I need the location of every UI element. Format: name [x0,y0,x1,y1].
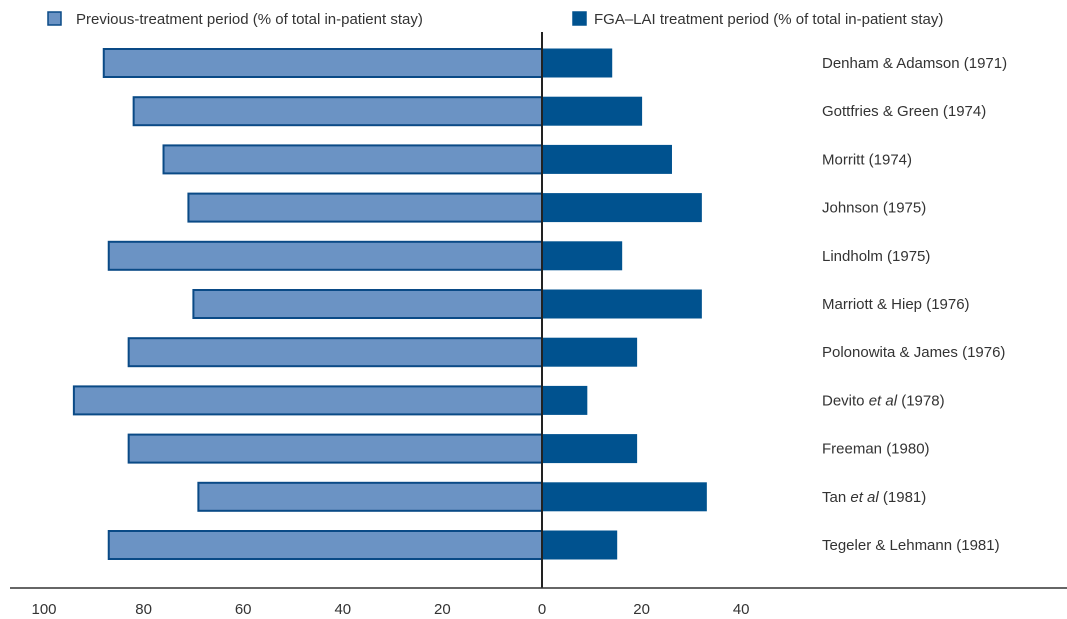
bar-fga-lai-6 [541,337,638,367]
bar-fga-lai-1 [541,96,643,126]
study-label-text: Tan [822,489,850,506]
study-label-9: Tan et al (1981) [822,489,926,506]
bar-fga-lai-4 [541,241,623,271]
study-label-0: Denham & Adamson (1971) [822,55,1007,72]
bar-previous-7 [72,385,543,416]
study-label-year: (1981) [879,489,927,506]
x-tick-left-0: 0 [538,601,546,618]
x-tick-right-40: 40 [733,601,750,618]
study-label-text: Tegeler & Lehmann (1981) [822,537,1000,554]
bar-fga-lai-0 [541,48,613,78]
x-tick-left-40: 40 [334,601,351,618]
study-label-text: Gottfries & Green (1974) [822,103,986,120]
x-axis-ticks: 100 80 60 40 20 0 20 40 [31,601,749,618]
legend-label-previous: Previous-treatment period (% of total in… [76,11,423,28]
bar-fga-lai-10 [541,530,618,560]
bar-previous-3 [187,192,543,223]
study-label-1: Gottfries & Green (1974) [822,103,986,120]
x-tick-left-100: 100 [31,601,56,618]
legend: Previous-treatment period (% of total in… [47,11,943,28]
study-label-5: Marriott & Hiep (1976) [822,296,970,313]
bar-fga-lai-2 [541,144,672,174]
bar-fga-lai-8 [541,434,638,464]
bar-fga-lai-7 [541,385,588,415]
study-label-6: Polonowita & James (1976) [822,344,1005,361]
study-label-year: (1978) [897,392,945,409]
bar-previous-8 [127,433,543,464]
study-label-text: Marriott & Hiep (1976) [822,296,970,313]
legend-swatch-previous [47,11,62,26]
bar-previous-9 [197,481,543,512]
study-label-3: Johnson (1975) [822,200,926,217]
study-label-4: Lindholm (1975) [822,248,930,265]
bars-previous-treatment [72,48,544,560]
bar-previous-2 [162,144,544,175]
bar-fga-lai-9 [541,482,707,512]
legend-swatch-fga-lai [572,11,587,26]
x-tick-right-20: 20 [633,601,650,618]
study-label-text: Polonowita & James (1976) [822,344,1005,361]
bar-previous-6 [127,337,543,368]
study-label-10: Tegeler & Lehmann (1981) [822,537,1000,554]
study-label-text: Lindholm (1975) [822,248,930,265]
bar-previous-5 [192,289,543,319]
study-labels: Denham & Adamson (1971) Gottfries & Green… [822,55,1007,554]
bar-previous-1 [132,96,543,127]
x-tick-left-20: 20 [434,601,451,618]
study-label-8: Freeman (1980) [822,441,930,458]
study-label-italic: et al [850,489,879,506]
study-label-2: Morritt (1974) [822,151,912,168]
bars-fga-lai-treatment [541,48,707,560]
bar-previous-4 [107,240,544,271]
study-label-text: Johnson (1975) [822,200,926,217]
study-label-text: Devito [822,392,869,409]
legend-label-fga-lai: FGA–LAI treatment period (% of total in-… [594,11,943,28]
bar-fga-lai-3 [541,193,702,223]
x-tick-left-80: 80 [135,601,152,618]
study-label-7: Devito et al (1978) [822,392,945,409]
study-label-text: Denham & Adamson (1971) [822,55,1007,72]
study-label-text: Freeman (1980) [822,441,930,458]
study-label-italic: et al [869,392,898,409]
bar-fga-lai-5 [541,289,702,319]
bar-previous-10 [107,530,544,560]
study-label-text: Morritt (1974) [822,151,912,168]
bar-previous-0 [102,48,543,78]
x-tick-left-60: 60 [235,601,252,618]
